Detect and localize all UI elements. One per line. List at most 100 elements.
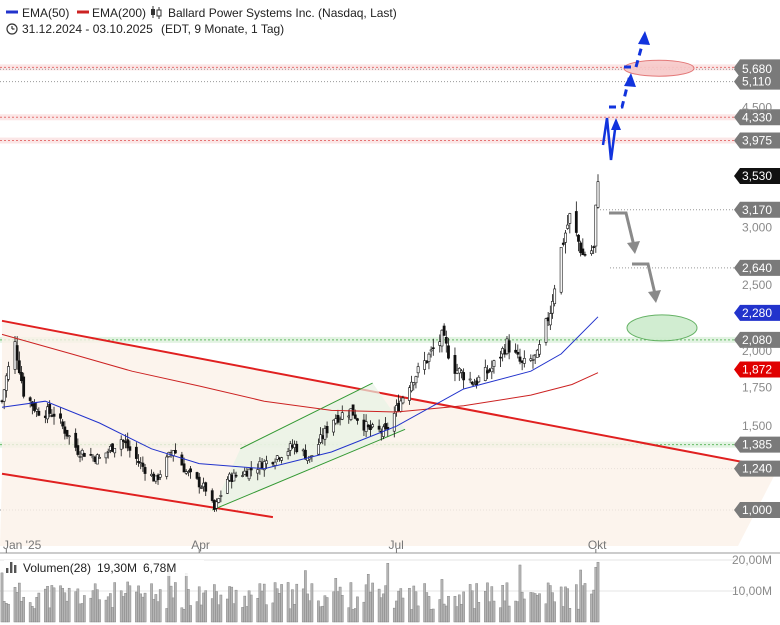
level-tag-1 — [734, 61, 780, 78]
volume-bar-135 — [410, 609, 413, 623]
volume-bar-98 — [295, 583, 299, 623]
volume-bar-160 — [486, 582, 489, 623]
candle-body-155 — [470, 381, 474, 385]
volume-bar-24 — [74, 591, 77, 623]
volume-bar-172 — [520, 591, 524, 623]
volume-bar-94 — [286, 582, 290, 623]
volume-bar-109 — [332, 591, 335, 623]
candle-body-26 — [78, 456, 82, 458]
volume-bar-182 — [551, 592, 554, 623]
candle-body-179 — [544, 318, 548, 343]
volume-icon-bar-0 — [6, 568, 9, 573]
volume-bar-41 — [124, 593, 127, 623]
candle-body-45 — [137, 461, 140, 463]
candle-body-158 — [477, 376, 481, 383]
candle-body-32 — [95, 454, 99, 465]
volume-bar-7 — [20, 601, 23, 623]
volume-bar-120 — [364, 584, 368, 623]
candle-body-9 — [28, 397, 32, 401]
candle-body-28 — [82, 453, 86, 457]
volume-tick-label-0: 20,00M — [732, 553, 772, 567]
candle-body-43 — [128, 446, 132, 451]
candle-body-116 — [351, 404, 355, 416]
target-zone-ellipse — [623, 59, 695, 77]
level-label-7: 2,640 — [742, 261, 772, 275]
candle-body-139 — [423, 360, 427, 370]
volume-bar-17 — [50, 585, 54, 623]
candle-body-83 — [249, 467, 253, 471]
volume-bar-57 — [171, 597, 175, 623]
volume-bar-169 — [514, 600, 517, 623]
candle-body-2 — [4, 375, 8, 391]
volume-legend-bg — [4, 560, 204, 576]
volume-bar-47 — [141, 596, 145, 623]
volume-bar-91 — [275, 588, 279, 623]
volume-bar-73 — [219, 594, 223, 623]
volume-bar-25 — [76, 588, 80, 623]
volume-bar-8 — [22, 596, 25, 623]
volume-bar-99 — [301, 588, 305, 623]
candle-body-195 — [592, 246, 596, 248]
y-tick-label-2: 2,000 — [742, 344, 772, 358]
volume-bar-140 — [425, 592, 429, 623]
volume-bar-21 — [63, 592, 67, 623]
candle-body-6 — [17, 360, 21, 374]
volume-bar-123 — [371, 582, 374, 623]
volume-bar-4 — [13, 587, 17, 623]
candle-body-69 — [210, 490, 214, 501]
candle-body-88 — [265, 460, 268, 465]
level-label-8: 2,280 — [742, 306, 772, 320]
volume-bar-177 — [536, 595, 539, 623]
volume-bar-51 — [154, 594, 158, 623]
volume-bar-31 — [93, 583, 97, 623]
volume-bar-138 — [416, 605, 420, 623]
volume-bar-92 — [278, 593, 281, 623]
volume-bar-168 — [507, 605, 511, 623]
candle-body-5 — [15, 345, 19, 361]
y-tick-label-1: 1,750 — [742, 381, 772, 395]
volume-bar-70 — [213, 584, 216, 623]
candle-body-149 — [453, 355, 457, 374]
volume-bar-128 — [386, 563, 390, 623]
candle-body-147 — [444, 337, 448, 344]
x-tick-label-0: Jan '25 — [3, 538, 42, 552]
volume-bar-166 — [503, 600, 507, 623]
candle-body-91 — [275, 455, 279, 460]
volume-bar-122 — [369, 591, 372, 623]
volume-bar-102 — [308, 600, 312, 623]
candlestick-icon — [151, 6, 162, 19]
volume-bar-136 — [412, 585, 416, 623]
ema200-line — [1, 333, 599, 413]
forecast-down-1 — [609, 211, 636, 247]
candle-body-19 — [59, 413, 62, 419]
candle-body-157 — [475, 380, 479, 386]
volume-bar-115 — [349, 582, 353, 623]
candle-body-60 — [182, 463, 186, 473]
volume-bar-95 — [288, 608, 292, 623]
candle-body-44 — [134, 446, 138, 459]
candle-body-141 — [427, 353, 431, 362]
y-tick-label-4: 3,000 — [742, 220, 772, 234]
volume-bar-59 — [180, 607, 184, 623]
volume-bar-142 — [429, 608, 433, 623]
volume-bar-80 — [243, 595, 247, 623]
level-label-11: 1,385 — [742, 438, 772, 452]
candle-body-1 — [2, 389, 6, 402]
volume-bar-125 — [379, 597, 383, 623]
volume-bar-74 — [226, 598, 229, 623]
candle-body-135 — [410, 381, 414, 392]
candle-body-22 — [65, 429, 69, 437]
level-tag-9 — [734, 331, 780, 348]
volume-bar-143 — [431, 608, 435, 623]
volume-bar-108 — [325, 597, 329, 623]
candle-body-162 — [490, 367, 494, 373]
candle-body-11 — [33, 402, 36, 411]
volume-bar-36 — [109, 593, 112, 623]
volume-bar-176 — [533, 593, 537, 623]
x-tick-label-2: Jul — [388, 538, 403, 552]
volume-bar-58 — [174, 582, 177, 623]
candle-body-160 — [486, 370, 489, 374]
level-tag-11 — [734, 436, 780, 453]
uptrend-channel-fill — [212, 383, 406, 511]
candle-body-20 — [61, 421, 65, 427]
